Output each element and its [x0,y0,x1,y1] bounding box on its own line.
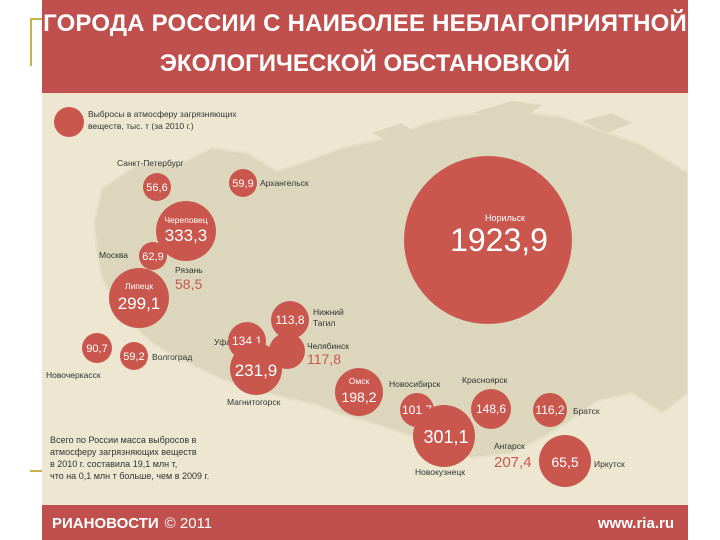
value-magnitogorsk: 231,9 [235,361,278,380]
label-angarsk: Ангарск [494,441,525,451]
circle-arkhangelsk [229,169,257,197]
label-volgograd: Волгоград [152,352,192,362]
circle-nizhny-tagil [271,301,309,339]
value-saint-petersburg: 56,6 [146,182,167,194]
label-bratsk: Братск [573,406,600,416]
label-ufa: Уфа [214,337,231,347]
note-line-2: атмосферу загрязняющих веществ [50,447,197,457]
circle-novocherkassk [82,333,112,363]
circle-norilsk [404,156,572,324]
circle-lipetsk [109,268,169,328]
note-line-4: что на 0,1 млн т больше, чем в 2009 г. [50,471,209,481]
legend-text-line-1: Выбросы в атмосферу загрязняющих [88,109,237,119]
legend-circle [54,107,84,137]
legend-text-line-2: веществ, тыс. т (за 2010 г.) [88,121,194,131]
label-magnitogorsk: Магнитогорск [227,397,281,407]
value-moscow: 62,9 [142,251,163,263]
label-omsk: Омск [349,376,370,386]
label-nizhny-tagil-2: Тагил [313,318,335,328]
circle-bratsk [533,393,567,427]
circle-moscow [139,242,167,270]
label-moscow: Москва [99,250,128,260]
label-irkutsk: Иркутск [594,459,625,469]
russia-map: Выбросы в атмосферу загрязняющих веществ… [46,101,688,487]
copyright-text: © 2011 [164,515,213,532]
title-line-1: ГОРОДА РОССИИ С НАИБОЛЕЕ НЕБЛАГОПРИЯТНОЙ [43,10,687,37]
label-ryazan: Рязань [175,265,203,275]
note-line-3: в 2010 г. составила 19,1 млн т, [50,459,177,469]
label-nizhny-tagil: Нижний [313,307,344,317]
circle-novokuznetsk [413,405,475,467]
value-omsk: 198,2 [341,389,376,405]
label-lipetsk: Липецк [125,281,154,291]
value-ryazan: 58,5 [175,276,202,292]
label-chelyabinsk: Челябинск [307,341,349,351]
title-banner: ГОРОДА РОССИИ С НАИБОЛЕЕ НЕБЛАГОПРИЯТНОЙ… [42,0,688,93]
value-angarsk: 207,4 [494,454,532,471]
value-chelyabinsk: 117,8 [307,351,341,367]
value-novocherkassk: 90,7 [86,343,107,355]
logo-text: РИАНОВОСТИ [52,515,159,532]
value-novokuznetsk: 301,1 [423,427,468,447]
value-cherepovets: 333,3 [165,226,208,245]
title-line-2: ЭКОЛОГИЧЕСКОЙ ОБСТАНОВКОЙ [159,50,571,77]
label-arkhangelsk: Архангельск [260,178,309,188]
circle-omsk [335,368,383,416]
ria-logo[interactable]: РИАНОВОСТИ © 2011 [52,515,212,532]
label-norilsk: Норильск [485,213,525,223]
value-norilsk: 1923,9 [450,222,548,258]
label-novokuznetsk: Новокузнецк [415,467,465,477]
label-krasnoyarsk: Красноярск [462,375,508,385]
circle-cherepovets [156,201,216,261]
slide-corner-decoration [30,18,46,66]
arctic-islands [372,101,632,143]
value-bratsk: 116,2 [535,403,564,417]
value-irkutsk: 65,5 [551,454,578,470]
label-saint-petersburg: Санкт-Петербург [117,158,184,168]
slide-line-decoration [30,470,50,472]
circle-irkutsk [539,435,591,487]
circle-magnitogorsk [230,343,282,395]
footer-bar: РИАНОВОСТИ © 2011 www.ria.ru [42,505,688,540]
label-cherepovets: Череповец [164,215,207,225]
infographic-poster: ГОРОДА РОССИИ С НАИБОЛЕЕ НЕБЛАГОПРИЯТНОЙ… [42,0,688,540]
label-novosibirsk: Новосибирск [389,379,441,389]
note-line-1: Всего по России масса выбросов в [50,435,197,445]
circle-saint-petersburg [143,173,171,201]
value-volgograd: 59,2 [123,351,144,363]
value-nizhny-tagil: 113,8 [275,313,304,327]
value-arkhangelsk: 59,9 [232,178,253,190]
label-novocherkassk: Новочеркасск [46,370,101,380]
value-lipetsk: 299,1 [118,294,161,313]
circle-krasnoyarsk [471,389,511,429]
circle-volgograd [120,342,148,370]
site-link[interactable]: www.ria.ru [597,515,674,532]
value-krasnoyarsk: 148,6 [476,402,506,416]
